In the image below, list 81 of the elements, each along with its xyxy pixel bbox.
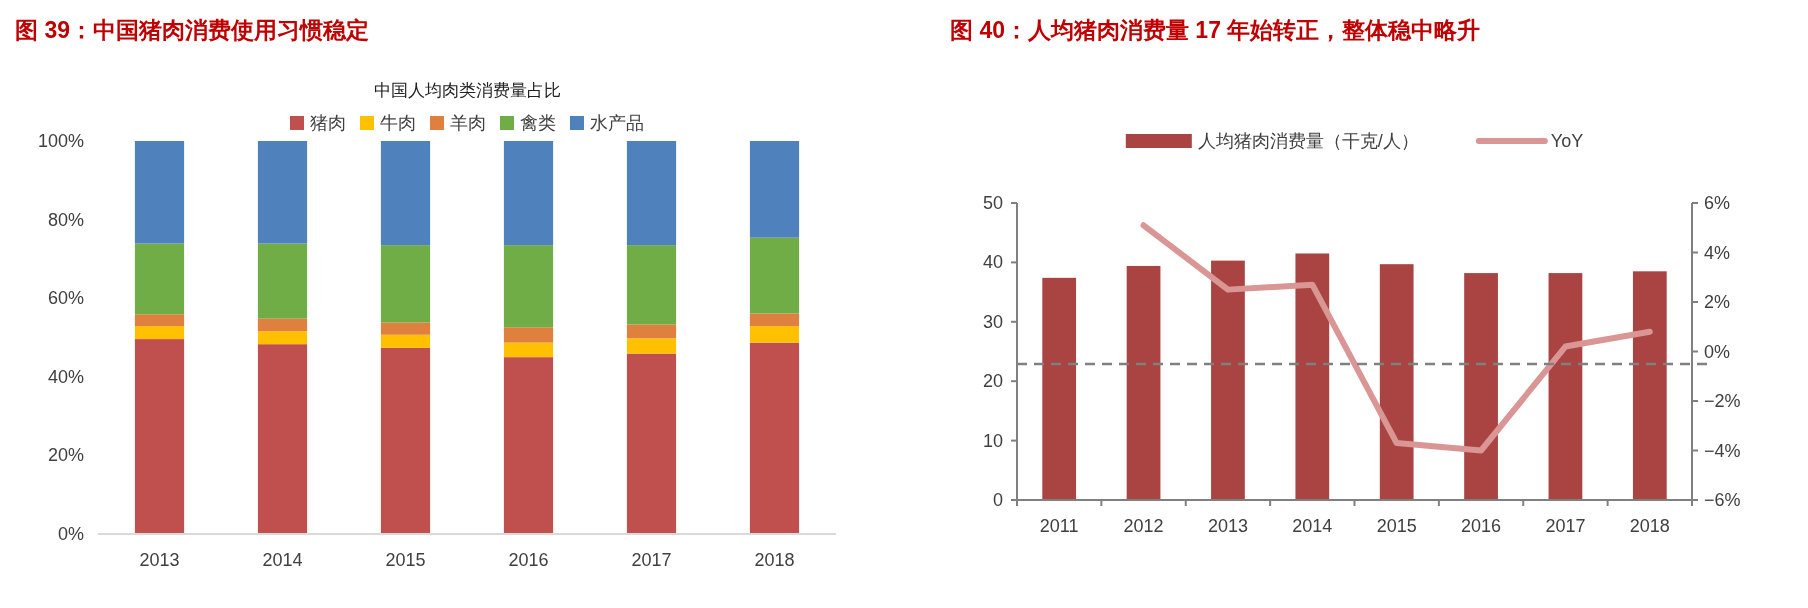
bar xyxy=(134,141,185,244)
bar xyxy=(380,141,431,246)
bar xyxy=(134,339,185,534)
bar xyxy=(1548,273,1583,500)
legend-label: 羊肉 xyxy=(450,113,486,133)
bar xyxy=(626,353,677,534)
y2-tick-label: 0% xyxy=(1704,341,1731,362)
bar xyxy=(626,141,677,246)
y-tick-label: 100% xyxy=(37,131,84,151)
x-tick-label: 2017 xyxy=(631,550,672,570)
legend-label: YoY xyxy=(1550,131,1584,151)
y2-tick-label: 2% xyxy=(1704,292,1731,312)
x-tick-label: 2014 xyxy=(1292,516,1333,536)
bar xyxy=(380,347,431,534)
bar xyxy=(380,334,431,348)
legend-label: 禽类 xyxy=(520,113,556,133)
bar xyxy=(1464,273,1498,500)
chart-subtitle: 中国人均肉类消费量占比 xyxy=(373,81,561,100)
x-tick-label: 2014 xyxy=(262,550,303,570)
legend-label: 牛肉 xyxy=(380,113,416,133)
bar xyxy=(749,141,800,238)
bar xyxy=(380,322,431,335)
bar xyxy=(749,313,800,327)
x-tick-label: 2017 xyxy=(1545,516,1586,536)
bar xyxy=(749,342,800,534)
x-tick-label: 2013 xyxy=(139,550,180,570)
y-tick-label: 40% xyxy=(47,366,84,387)
bar xyxy=(380,245,431,323)
x-tick-label: 2018 xyxy=(1629,516,1670,536)
y-tick-label: 20% xyxy=(47,445,84,466)
bar xyxy=(134,314,185,327)
y-tick-label: 20 xyxy=(982,371,1003,392)
legend-label: 水产品 xyxy=(590,113,644,133)
y2-tick-label: −4% xyxy=(1704,440,1741,461)
x-tick-label: 2015 xyxy=(385,550,426,570)
bar xyxy=(749,326,800,343)
bar xyxy=(134,243,185,315)
bar xyxy=(257,344,308,534)
bar xyxy=(1632,271,1667,500)
bar xyxy=(1379,264,1414,500)
y-tick-label: 10 xyxy=(982,430,1003,451)
bar xyxy=(626,324,677,339)
chart-title: 图 39：中国猪肉消费使用习惯稳定 xyxy=(15,17,369,43)
bar xyxy=(257,243,308,319)
legend-label: 人均猪肉消费量（干克/人） xyxy=(1197,131,1419,151)
y2-tick-label: −2% xyxy=(1704,391,1741,411)
x-tick-label: 2015 xyxy=(1376,516,1417,536)
bar xyxy=(503,327,554,343)
chart-title: 图 40：人均猪肉消费量 17 年始转正，整体稳中略升 xyxy=(950,17,1481,43)
legend-label: 猪肉 xyxy=(310,113,346,133)
bar xyxy=(134,326,185,340)
bar xyxy=(503,342,554,358)
bar xyxy=(503,245,554,328)
x-tick-label: 2012 xyxy=(1123,516,1164,536)
bar xyxy=(503,141,554,246)
bar xyxy=(503,357,554,534)
y-tick-label: 0 xyxy=(992,490,1003,510)
bar xyxy=(626,338,677,354)
y2-tick-label: 4% xyxy=(1704,242,1731,263)
bar xyxy=(1126,265,1161,500)
x-tick-label: 2016 xyxy=(508,550,549,570)
y-tick-label: 0% xyxy=(57,524,84,544)
x-tick-label: 2013 xyxy=(1207,516,1248,536)
bar xyxy=(626,245,677,325)
y-tick-label: 30 xyxy=(982,311,1003,332)
bar xyxy=(1295,253,1330,500)
x-tick-label: 2018 xyxy=(754,550,795,570)
y-tick-label: 80% xyxy=(47,209,84,230)
y2-tick-label: 6% xyxy=(1704,193,1731,213)
bar xyxy=(749,237,800,314)
bar xyxy=(257,331,308,345)
bar xyxy=(257,141,308,244)
y-tick-label: 50 xyxy=(982,193,1003,213)
y-tick-label: 60% xyxy=(47,288,84,309)
bar xyxy=(1042,277,1077,500)
x-tick-label: 2016 xyxy=(1461,516,1502,536)
bar xyxy=(1211,260,1245,500)
y-tick-label: 40 xyxy=(982,252,1003,273)
bar xyxy=(257,318,308,332)
y2-tick-label: −6% xyxy=(1704,490,1741,510)
x-tick-label: 2011 xyxy=(1039,516,1079,536)
